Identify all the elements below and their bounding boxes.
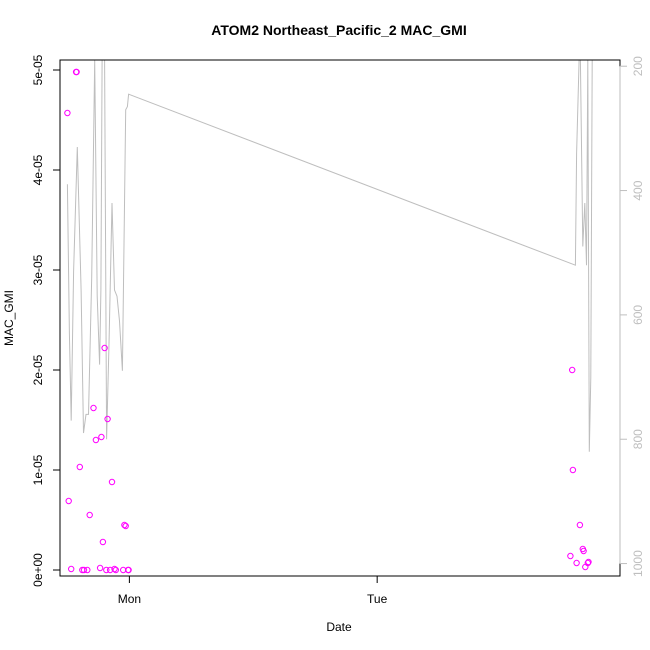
data-point — [569, 466, 577, 474]
plot-area — [64, 59, 594, 574]
data-point — [101, 344, 108, 352]
x-tick-label: Mon — [118, 592, 141, 606]
data-point — [64, 109, 71, 117]
x-tick-label: Tue — [367, 592, 388, 606]
plot-frame — [59, 59, 621, 577]
y-tick-label: 5e-05 — [31, 54, 45, 85]
data-point — [104, 415, 111, 423]
y-tick-label: 0e+00 — [31, 553, 45, 587]
data-point — [99, 538, 107, 546]
data-point — [68, 565, 75, 573]
data-point — [125, 566, 132, 574]
data-point — [92, 436, 100, 444]
data-point — [112, 566, 120, 574]
data-point — [582, 563, 589, 571]
y-axis-label: MAC_GMI — [2, 290, 16, 346]
y-tick-label: 3e-05 — [31, 254, 45, 285]
y2-tick-label: 600 — [631, 305, 645, 325]
data-point — [121, 521, 128, 529]
data-point — [573, 559, 580, 567]
data-point — [90, 404, 97, 412]
y-tick-label: 1e-05 — [31, 454, 45, 485]
y2-axis: 200 400 600 800 1000 — [619, 56, 645, 577]
data-point — [80, 566, 88, 574]
data-point — [111, 565, 118, 573]
y2-tick-label: 800 — [631, 429, 645, 449]
y2-tick-label: 1000 — [631, 550, 645, 577]
data-point — [76, 463, 84, 471]
data-point — [567, 552, 574, 560]
data-point — [96, 564, 104, 572]
data-point — [98, 433, 105, 441]
data-point — [584, 559, 591, 567]
data-point — [580, 547, 587, 555]
y-axis: 0e+00 1e-05 2e-05 3e-05 4e-05 5e-05 — [31, 54, 61, 587]
data-point — [122, 522, 129, 530]
x-axis-label: Date — [326, 620, 352, 634]
y2-tick-label: 200 — [631, 56, 645, 76]
x-axis: Mon Tue — [118, 575, 388, 606]
y2-tick-label: 400 — [631, 180, 645, 200]
data-point — [65, 497, 72, 505]
y-tick-label: 2e-05 — [31, 354, 45, 385]
data-point — [73, 68, 80, 76]
data-point — [569, 366, 576, 374]
series-line — [66, 59, 594, 452]
data-point — [103, 566, 110, 574]
y-tick-label: 4e-05 — [31, 154, 45, 185]
chart-title: ATOM2 Northeast_Pacific_2 MAC_GMI — [211, 22, 466, 38]
data-point — [585, 558, 592, 566]
data-point — [84, 566, 91, 574]
data-point — [576, 521, 584, 529]
data-point — [108, 478, 116, 486]
data-point — [86, 511, 93, 519]
